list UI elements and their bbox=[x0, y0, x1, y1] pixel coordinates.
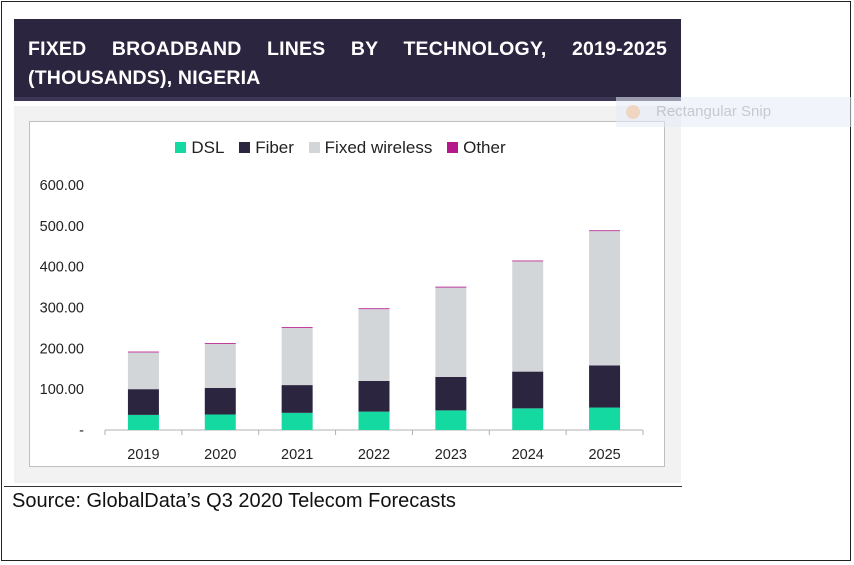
bar-fixed-wireless bbox=[127, 352, 159, 390]
legend: DSL Fiber Fixed wireless Other bbox=[0, 137, 681, 158]
y-tick-label: 300.00 bbox=[40, 301, 84, 317]
x-tick-label: 2023 bbox=[435, 447, 467, 463]
bar-dsl bbox=[512, 408, 544, 430]
bar-fixed-wireless bbox=[281, 327, 313, 386]
legend-label-fixed-wireless: Fixed wireless bbox=[324, 137, 433, 157]
bar-other bbox=[512, 260, 544, 262]
chart-panel bbox=[14, 106, 681, 483]
bar-other bbox=[358, 308, 390, 310]
legend-item-fixed-wireless: Fixed wireless bbox=[308, 137, 433, 158]
bar-fixed-wireless bbox=[512, 261, 544, 372]
bar-dsl bbox=[281, 412, 313, 430]
y-tick-label: 500.00 bbox=[40, 219, 84, 235]
bar-fiber bbox=[358, 381, 390, 412]
legend-item-dsl: DSL bbox=[175, 138, 224, 158]
bar-fixed-wireless bbox=[435, 287, 467, 377]
bar-fiber bbox=[589, 365, 621, 408]
bar-other bbox=[127, 351, 159, 353]
bar-other bbox=[281, 327, 313, 328]
x-tick-label: 2022 bbox=[358, 447, 390, 463]
x-tick-label: 2024 bbox=[512, 447, 544, 463]
legend-label-dsl: DSL bbox=[191, 137, 225, 157]
x-tick-label: 2020 bbox=[204, 447, 236, 463]
bar-fiber bbox=[512, 371, 544, 409]
bar-fiber bbox=[435, 376, 467, 411]
legend-label-other: Other bbox=[463, 137, 506, 157]
bar-fiber bbox=[127, 389, 159, 415]
bar-dsl bbox=[435, 410, 467, 430]
x-tick-label: 2021 bbox=[281, 447, 313, 463]
source-divider bbox=[4, 486, 682, 487]
source-note: Source: GlobalData’s Q3 2020 Telecom For… bbox=[12, 490, 456, 512]
bar-dsl bbox=[589, 407, 621, 430]
chart-title: FIXED BROADBAND LINES BY TECHNOLOGY, 201… bbox=[28, 38, 667, 89]
bar-dsl bbox=[127, 414, 159, 430]
legend-swatch-dsl bbox=[175, 141, 187, 153]
legend-swatch-fiber bbox=[239, 141, 251, 153]
y-tick-label: 100.00 bbox=[40, 382, 84, 398]
x-tick-label: 2025 bbox=[588, 447, 620, 463]
legend-item-fiber: Fiber bbox=[239, 138, 294, 158]
y-tick-label: 600.00 bbox=[40, 178, 84, 194]
rectangular-snip-label: Rectangular Snip bbox=[656, 103, 772, 120]
bar-fixed-wireless bbox=[358, 309, 390, 381]
y-tick-label: - bbox=[79, 423, 84, 439]
snip-icon bbox=[626, 105, 640, 119]
y-tick-label: 400.00 bbox=[40, 260, 84, 276]
bar-other bbox=[589, 230, 621, 232]
bar-fixed-wireless bbox=[204, 343, 236, 388]
legend-swatch-fixed-wireless bbox=[308, 141, 320, 153]
bar-other bbox=[204, 343, 236, 344]
bar-fiber bbox=[281, 385, 313, 413]
legend-label-fiber: Fiber bbox=[255, 137, 294, 157]
bar-other bbox=[435, 286, 467, 288]
legend-item-other: Other bbox=[447, 138, 506, 158]
bar-dsl bbox=[204, 414, 236, 430]
legend-swatch-other bbox=[447, 141, 459, 153]
bar-fixed-wireless bbox=[589, 231, 621, 366]
x-tick-label: 2019 bbox=[127, 447, 159, 463]
title-bar: FIXED BROADBAND LINES BY TECHNOLOGY, 201… bbox=[14, 19, 681, 101]
bar-dsl bbox=[358, 411, 390, 430]
bar-fiber bbox=[204, 387, 236, 415]
rectangular-snip-toolbar[interactable]: Rectangular Snip bbox=[616, 97, 852, 127]
y-tick-label: 200.00 bbox=[40, 341, 84, 357]
